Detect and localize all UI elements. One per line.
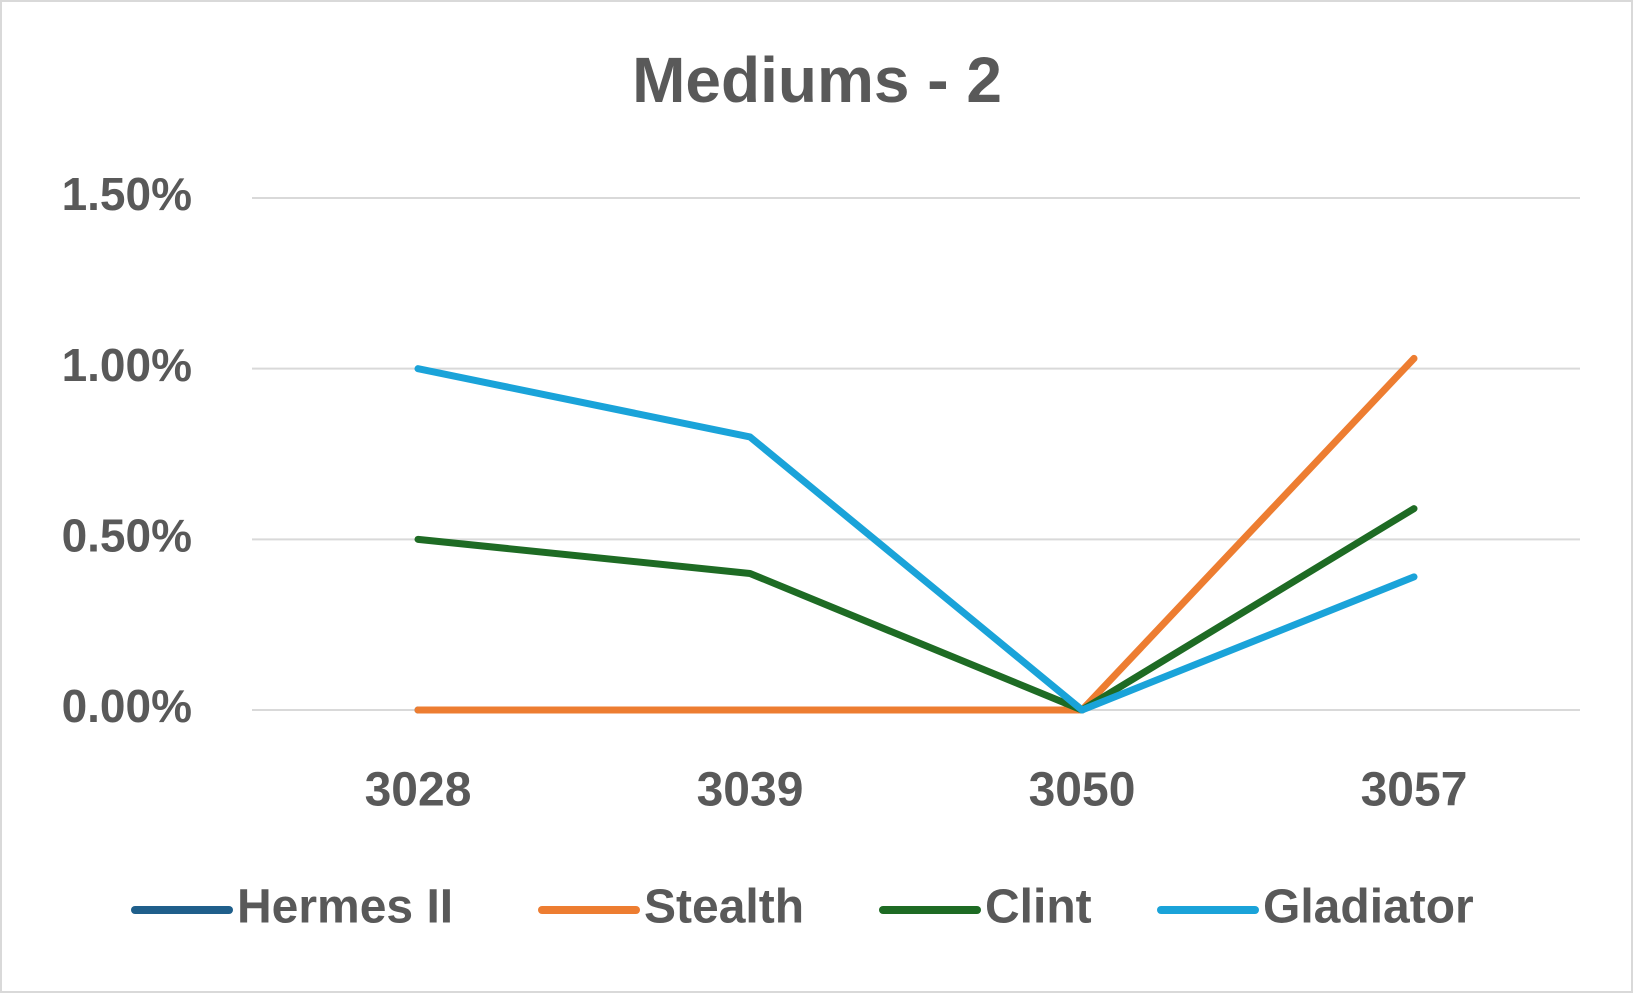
x-tick-label: 3050 — [1029, 764, 1136, 817]
legend-label: Stealth — [644, 881, 804, 934]
x-tick-label: 3039 — [697, 764, 804, 817]
x-tick-label: 3057 — [1361, 764, 1468, 817]
legend-label: Clint — [985, 881, 1092, 934]
legend-label: Hermes II — [237, 881, 453, 934]
legend-label: Gladiator — [1263, 881, 1474, 934]
y-tick-label: 0.50% — [62, 509, 192, 561]
y-tick-label: 1.50% — [62, 168, 192, 220]
series-line — [414, 505, 1418, 714]
chart-title: Mediums - 2 — [632, 44, 1002, 116]
x-tick-label: 3028 — [365, 764, 472, 817]
y-tick-label: 0.00% — [62, 680, 192, 732]
series-line — [414, 354, 1418, 714]
y-tick-label: 1.00% — [62, 339, 192, 391]
series-line — [414, 365, 1418, 714]
